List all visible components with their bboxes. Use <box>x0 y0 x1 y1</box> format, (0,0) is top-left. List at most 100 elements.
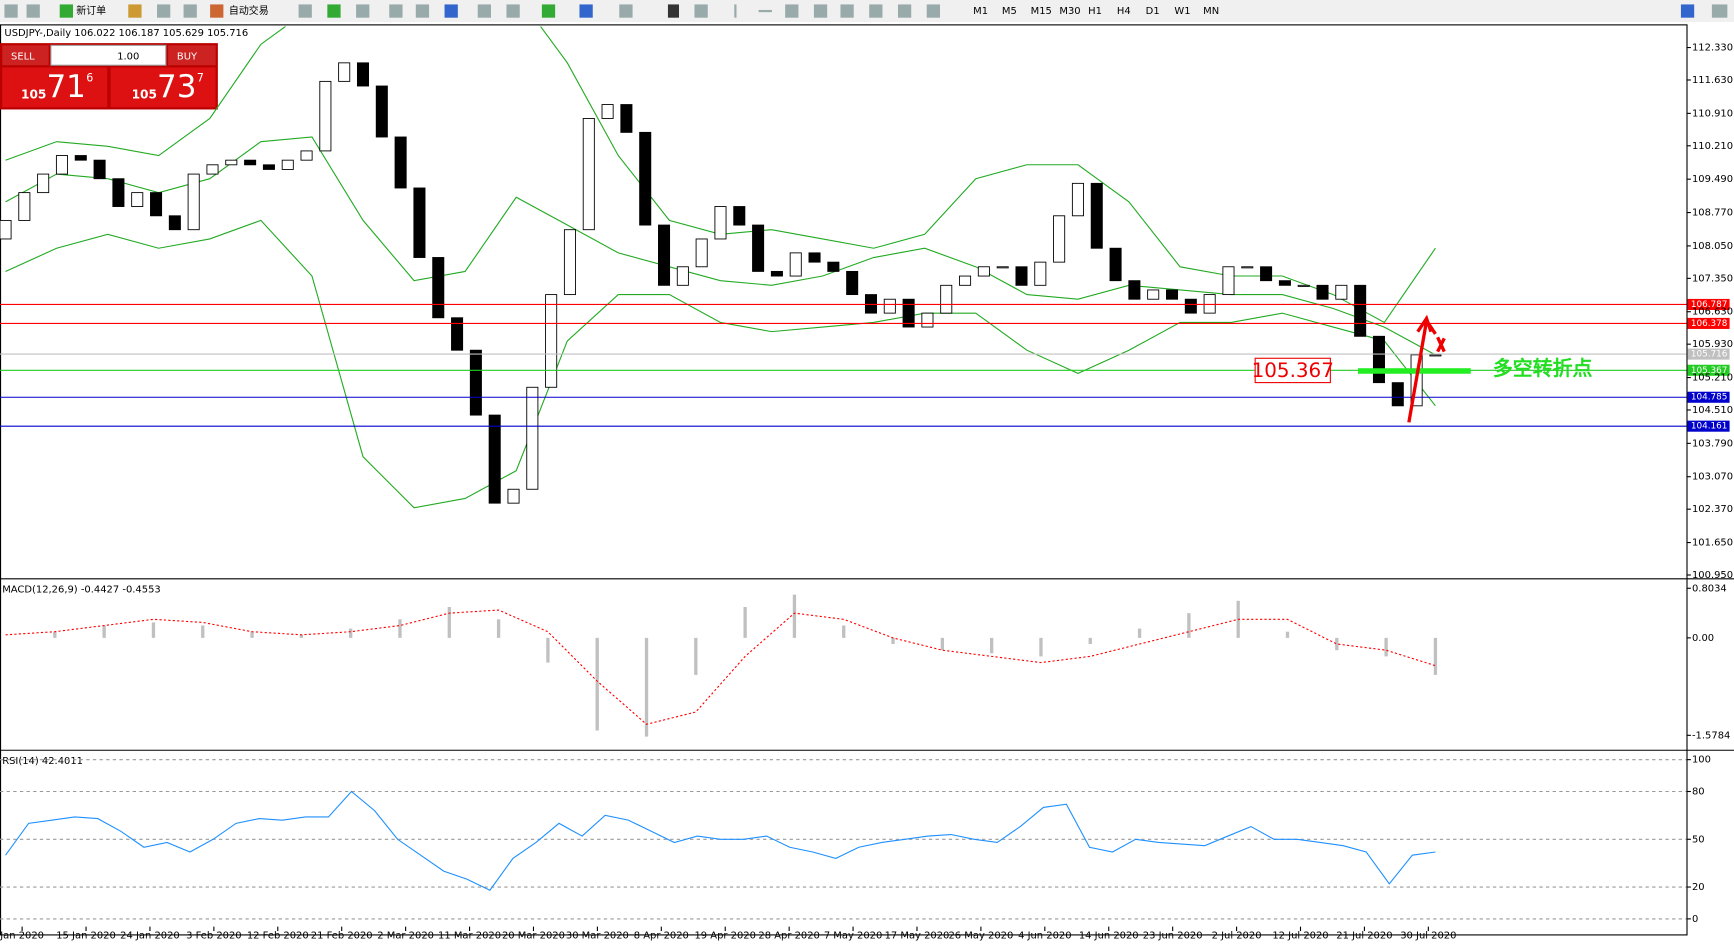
rsi-line <box>5 790 1436 891</box>
candle <box>432 257 445 319</box>
x-tick-label: 26 May 2020 <box>948 930 1013 941</box>
level-box <box>1254 357 1331 384</box>
candle <box>526 386 539 490</box>
candle <box>940 284 953 314</box>
y-tick-label: 100.950 <box>1692 570 1733 581</box>
buy-price-mid[interactable]: 73 <box>157 69 196 105</box>
candle <box>1053 215 1066 263</box>
candle <box>131 192 144 207</box>
x-tick-label: 12 Jul 2020 <box>1272 930 1328 941</box>
x-tick-label: 15 Jan 2020 <box>56 930 116 941</box>
candle <box>977 266 990 277</box>
candle <box>1316 284 1329 300</box>
buy-price-small[interactable]: 7 <box>197 72 204 85</box>
y-tick-label: -1.5784 <box>1692 730 1730 741</box>
price-level-tag <box>1687 420 1730 432</box>
candle <box>1222 266 1235 296</box>
y-tick-label: 108.770 <box>1692 208 1733 219</box>
y-tick-label: 112.330 <box>1692 43 1733 54</box>
price-level-label: 104.161 <box>1691 422 1728 432</box>
sell-price-mid[interactable]: 71 <box>46 69 85 105</box>
candle <box>244 159 257 166</box>
timeframe-button[interactable]: H4 <box>1117 6 1131 17</box>
candle <box>37 173 50 194</box>
y-tick-label: 102.370 <box>1692 504 1733 515</box>
candle <box>93 159 106 180</box>
sell-button[interactable]: SELL <box>11 51 35 62</box>
x-tick-label: 12 Feb 2020 <box>247 930 309 941</box>
price-level-tag <box>1687 298 1730 310</box>
bollinger-band <box>5 26 1436 324</box>
price-level-tag <box>1687 317 1730 329</box>
x-tick-label: 20 Mar 2020 <box>502 930 565 941</box>
candle <box>1128 280 1141 300</box>
symbol-info: USDJPY-,Daily 106.022 106.187 105.629 10… <box>4 28 248 39</box>
timeframe-button[interactable]: MN <box>1203 6 1219 17</box>
y-tick-label: 100 <box>1692 755 1711 766</box>
timeframe-button[interactable]: M5 <box>1002 6 1017 17</box>
price-level-tag <box>1687 364 1730 376</box>
candle <box>582 118 595 231</box>
candle <box>1391 382 1404 407</box>
candle <box>1354 284 1367 337</box>
candle <box>921 312 934 328</box>
candle <box>658 224 671 286</box>
x-tick-label: 2 Mar 2020 <box>377 930 434 941</box>
candle <box>1241 266 1254 269</box>
buy-button[interactable]: BUY <box>177 51 198 62</box>
candle <box>864 294 878 314</box>
toolbar-button[interactable]: 自动交易 <box>229 4 269 17</box>
candle <box>262 164 275 170</box>
timeframe-button[interactable]: D1 <box>1146 6 1160 17</box>
candle <box>883 298 896 314</box>
candle <box>545 294 558 388</box>
candle <box>1090 182 1103 249</box>
y-tick-label: 107.350 <box>1692 273 1733 284</box>
toolbar-button[interactable]: 新订单 <box>76 4 106 17</box>
y-tick-label: 103.070 <box>1692 472 1733 483</box>
candle <box>338 62 351 82</box>
rsi-title: RSI(14) 42.4011 <box>2 756 83 767</box>
arrow-annotation <box>1407 314 1446 423</box>
bollinger-band <box>5 136 1436 356</box>
sell-price-big[interactable]: 105 <box>21 88 46 102</box>
candle <box>375 85 388 138</box>
price-level-tag <box>1687 348 1730 360</box>
x-tick-label: 28 Apr 2020 <box>758 930 819 941</box>
y-tick-label: 109.490 <box>1692 174 1733 185</box>
candle <box>808 252 821 263</box>
candle <box>451 317 464 351</box>
candle <box>1203 294 1216 314</box>
candle <box>1429 354 1442 357</box>
candle <box>846 270 859 296</box>
timeframe-button[interactable]: W1 <box>1174 6 1190 17</box>
timeframe-button[interactable]: M30 <box>1059 6 1080 17</box>
candle <box>620 104 633 133</box>
candle <box>1166 289 1179 300</box>
lot-input[interactable]: 1.00 <box>117 51 139 62</box>
candle <box>695 238 708 268</box>
y-tick-label: 105.210 <box>1692 373 1733 384</box>
buy-price-big[interactable]: 105 <box>132 88 157 102</box>
candle <box>1184 298 1197 314</box>
y-tick-label: 101.650 <box>1692 538 1733 549</box>
candle <box>959 275 972 286</box>
price-level-label: 105.367 <box>1691 366 1728 376</box>
candle <box>789 252 802 277</box>
candle <box>150 192 163 217</box>
candle <box>356 62 370 87</box>
candle <box>281 159 294 170</box>
timeframe-button[interactable]: M1 <box>973 6 988 17</box>
y-tick-label: 20 <box>1692 882 1705 893</box>
macd-title: MACD(12,26,9) -0.4427 -0.4553 <box>2 584 161 595</box>
sell-price-small[interactable]: 6 <box>86 72 93 85</box>
candle <box>18 192 31 221</box>
price-level-label: 106.378 <box>1691 319 1728 329</box>
timeframe-button[interactable]: M15 <box>1031 6 1052 17</box>
timeframe-button[interactable]: H1 <box>1088 6 1102 17</box>
y-tick-label: 0 <box>1692 914 1698 925</box>
price-level-tag <box>1687 391 1730 403</box>
candle <box>770 270 783 277</box>
x-tick-label: 30 Jul 2020 <box>1400 930 1456 941</box>
